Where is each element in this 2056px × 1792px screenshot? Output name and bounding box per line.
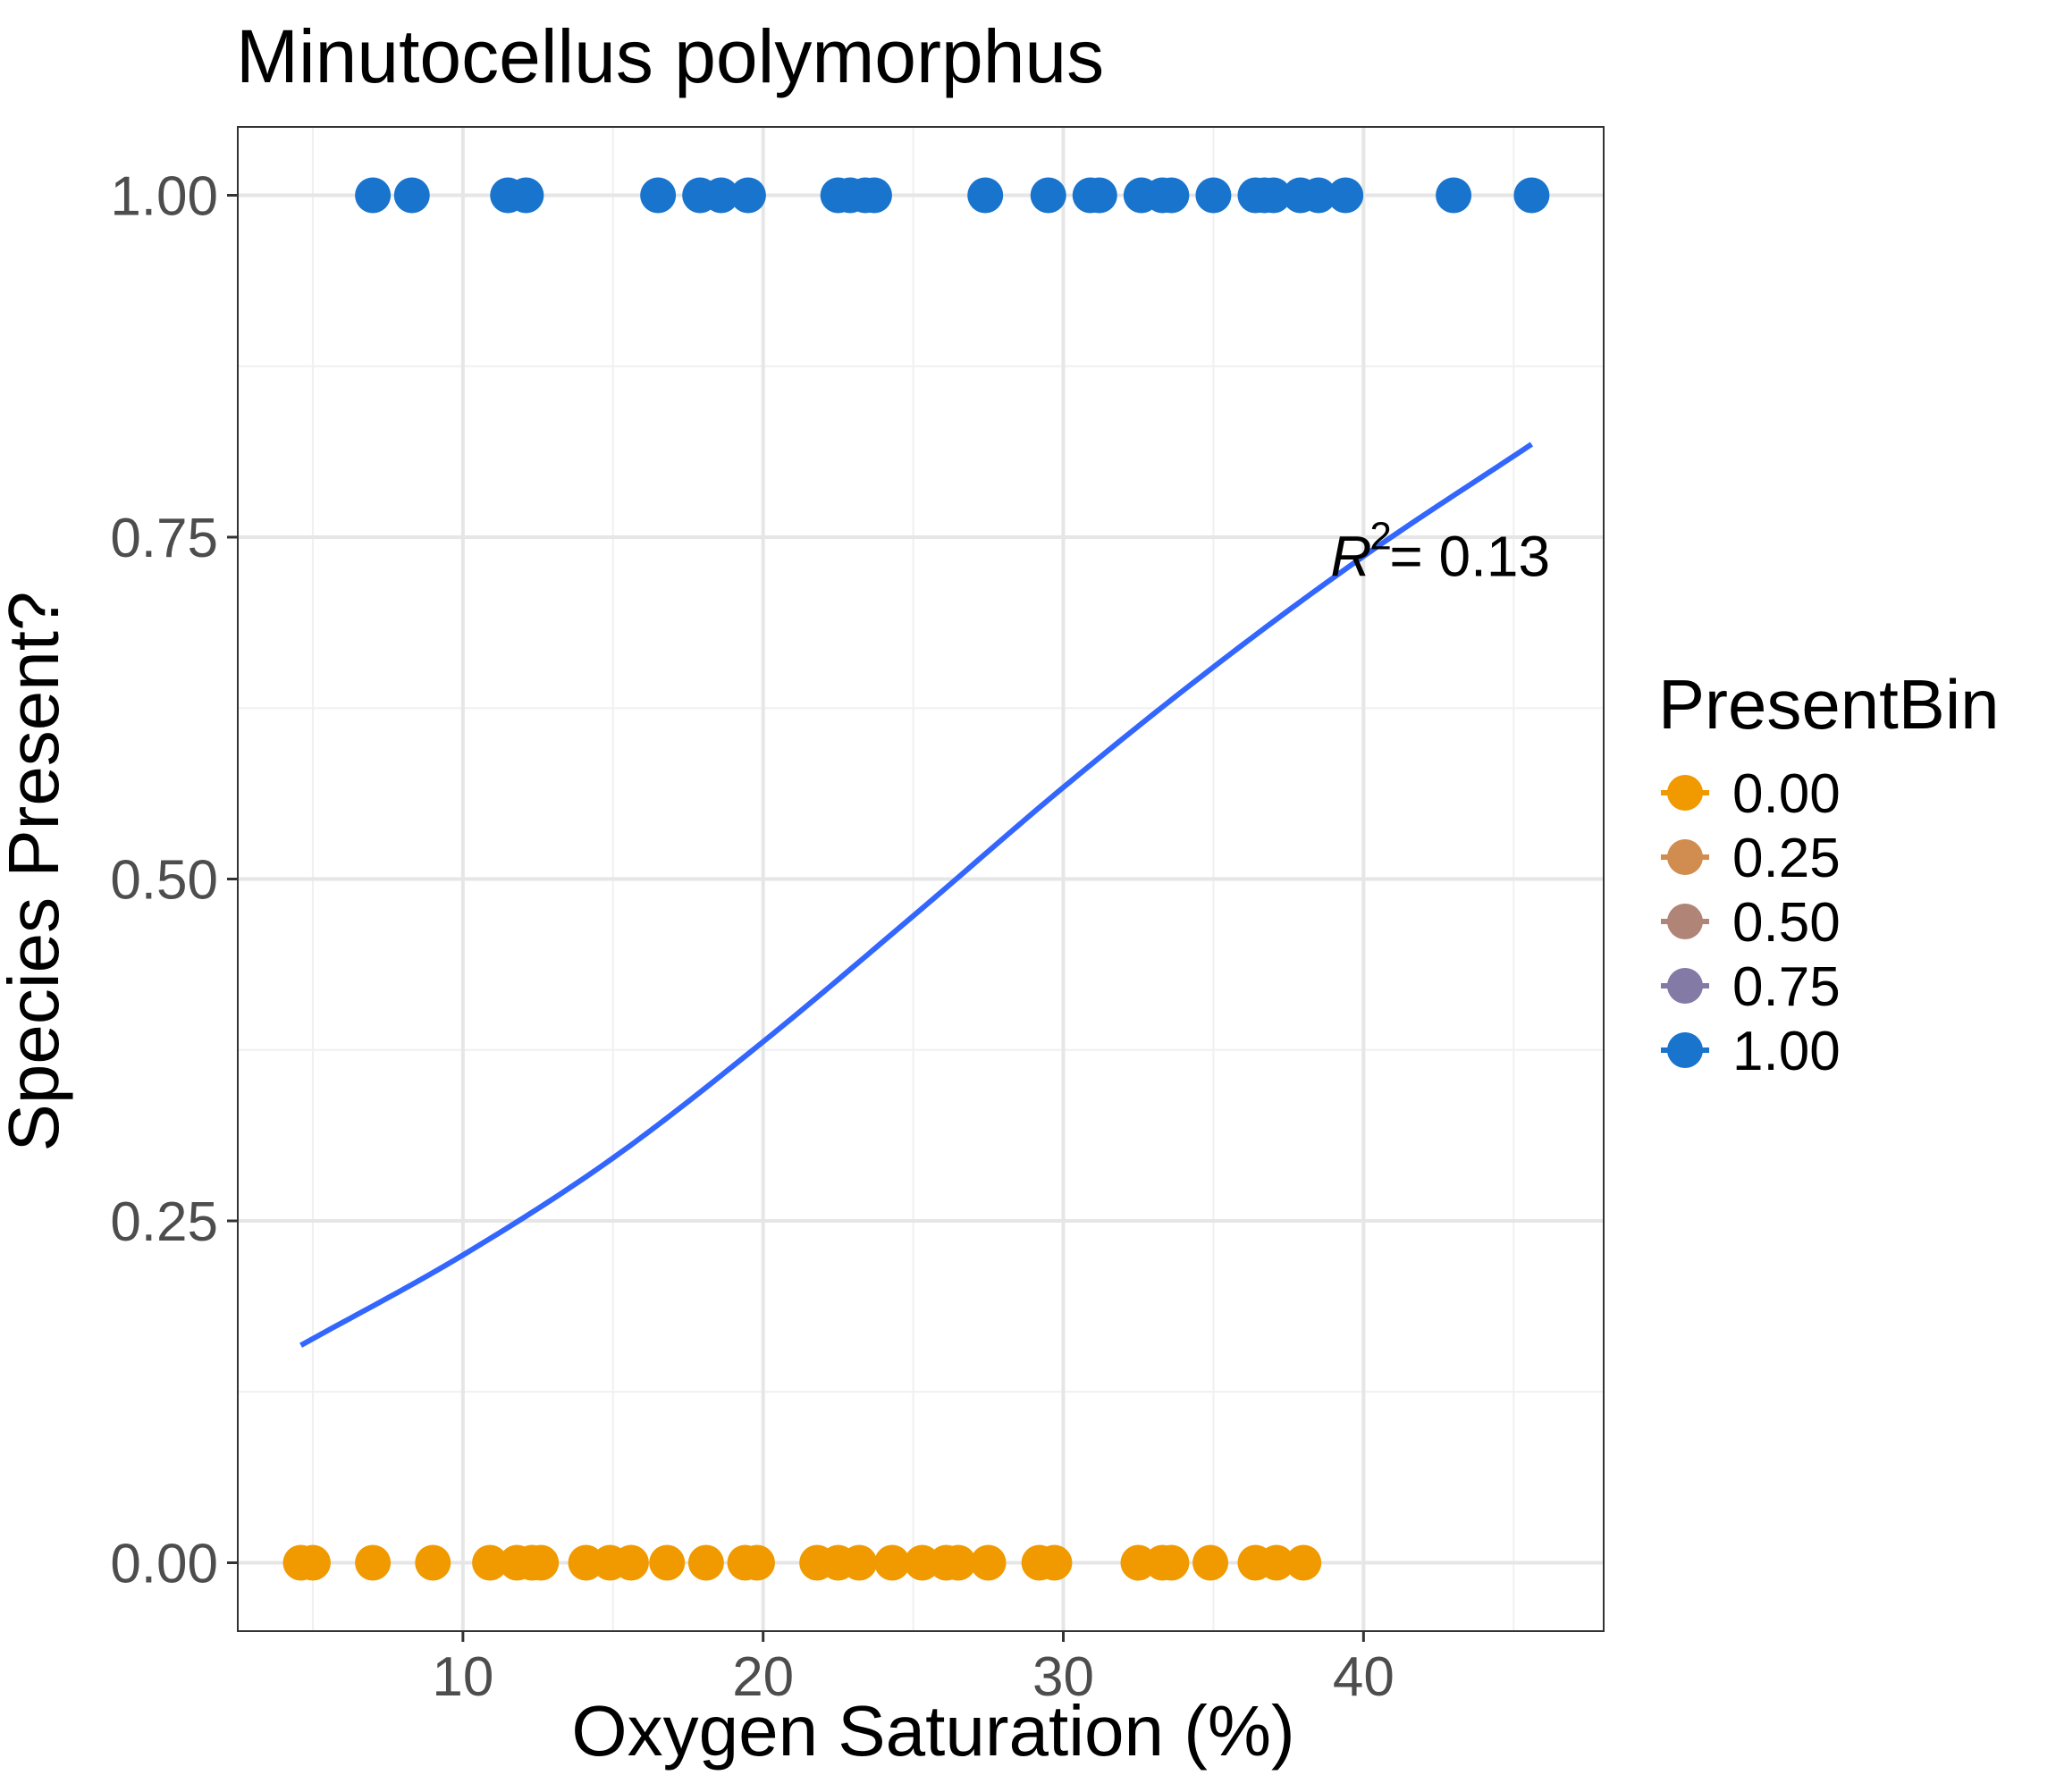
data-point-1 (1081, 177, 1117, 214)
x-tick-label: 20 (732, 1646, 794, 1708)
y-tick-label: 0.00 (110, 1534, 218, 1595)
legend-key-point (1667, 968, 1703, 1004)
y-axis-label: Species Present? (0, 591, 73, 1151)
data-point-1 (355, 177, 392, 214)
data-point-0 (738, 1544, 775, 1581)
data-point-0 (355, 1544, 392, 1581)
logistic-fit-line (299, 442, 1534, 1348)
legend-entry: 1.00 (1661, 1021, 1841, 1082)
x-axis-label: Oxygen Saturation (%) (571, 1691, 1294, 1771)
data-point-0 (970, 1544, 1007, 1581)
data-point-0 (1036, 1544, 1073, 1581)
data-point-1 (1436, 177, 1472, 214)
y-tick-label: 0.75 (110, 508, 218, 569)
y-axis-ticks: 0.00 0.25 0.50 0.75 1.00 (110, 166, 238, 1595)
y-tick-label: 0.25 (110, 1191, 218, 1253)
data-point-1 (1327, 177, 1364, 214)
data-point-1 (729, 177, 766, 214)
data-points (282, 177, 1550, 1581)
legend-entry-label: 0.00 (1732, 763, 1841, 825)
r-squared-annotation: R2 = 0.13 (1330, 514, 1550, 588)
data-point-1 (393, 177, 430, 214)
annotation-superscript: 2 (1369, 514, 1391, 558)
data-point-1 (1300, 177, 1336, 214)
annotation-symbol: R (1330, 524, 1371, 588)
y-tick-label: 0.50 (110, 850, 218, 912)
legend-title: PresentBin (1658, 665, 2000, 744)
x-tick-label: 30 (1032, 1646, 1094, 1708)
data-point-0 (1153, 1544, 1190, 1581)
fit-curve-group (299, 442, 1534, 1348)
x-axis-ticks: 10 20 30 40 (432, 1631, 1395, 1708)
data-point-0 (294, 1544, 331, 1581)
legend-key-point (1667, 1032, 1703, 1068)
data-point-0 (1258, 1544, 1294, 1581)
data-point-1 (1195, 177, 1232, 214)
data-point-1 (855, 177, 892, 214)
data-point-1 (1255, 177, 1292, 214)
data-point-0 (940, 1544, 976, 1581)
data-point-0 (1192, 1544, 1229, 1581)
x-tick-label: 10 (432, 1646, 493, 1708)
data-point-0 (415, 1544, 451, 1581)
legend-entry: 0.50 (1661, 892, 1841, 954)
legend-key-point (1667, 775, 1703, 811)
data-point-1 (640, 177, 677, 214)
data-point-1 (1153, 177, 1190, 214)
data-point-0 (523, 1544, 560, 1581)
x-tick-label: 40 (1333, 1646, 1395, 1708)
legend-entry: 0.25 (1661, 828, 1841, 889)
annotation-value: = 0.13 (1389, 524, 1550, 588)
data-point-1 (1030, 177, 1066, 214)
data-point-0 (472, 1544, 509, 1581)
data-point-0 (841, 1544, 878, 1581)
data-point-1 (703, 177, 739, 214)
chart-title: Minutocellus polymorphus (236, 14, 1104, 98)
data-point-1 (967, 177, 1004, 214)
legend-key-point (1667, 904, 1703, 939)
legend-entry-label: 0.75 (1732, 956, 1841, 1018)
data-point-1 (1513, 177, 1550, 214)
data-point-0 (1285, 1544, 1322, 1581)
data-point-1 (508, 177, 544, 214)
legend-entry: 0.75 (1661, 956, 1841, 1018)
legend-entry-label: 0.50 (1732, 892, 1841, 954)
legend-key-point (1667, 839, 1703, 875)
legend-entry: 0.00 (1661, 763, 1841, 825)
legend-entry-label: 1.00 (1732, 1021, 1841, 1082)
legend: PresentBin 0.000.250.500.751.00 (1658, 665, 2000, 1082)
data-point-0 (687, 1544, 724, 1581)
y-tick-label: 1.00 (110, 166, 218, 228)
legend-entry-label: 0.25 (1732, 828, 1841, 889)
data-point-0 (874, 1544, 911, 1581)
data-point-0 (649, 1544, 686, 1581)
data-point-0 (612, 1544, 649, 1581)
